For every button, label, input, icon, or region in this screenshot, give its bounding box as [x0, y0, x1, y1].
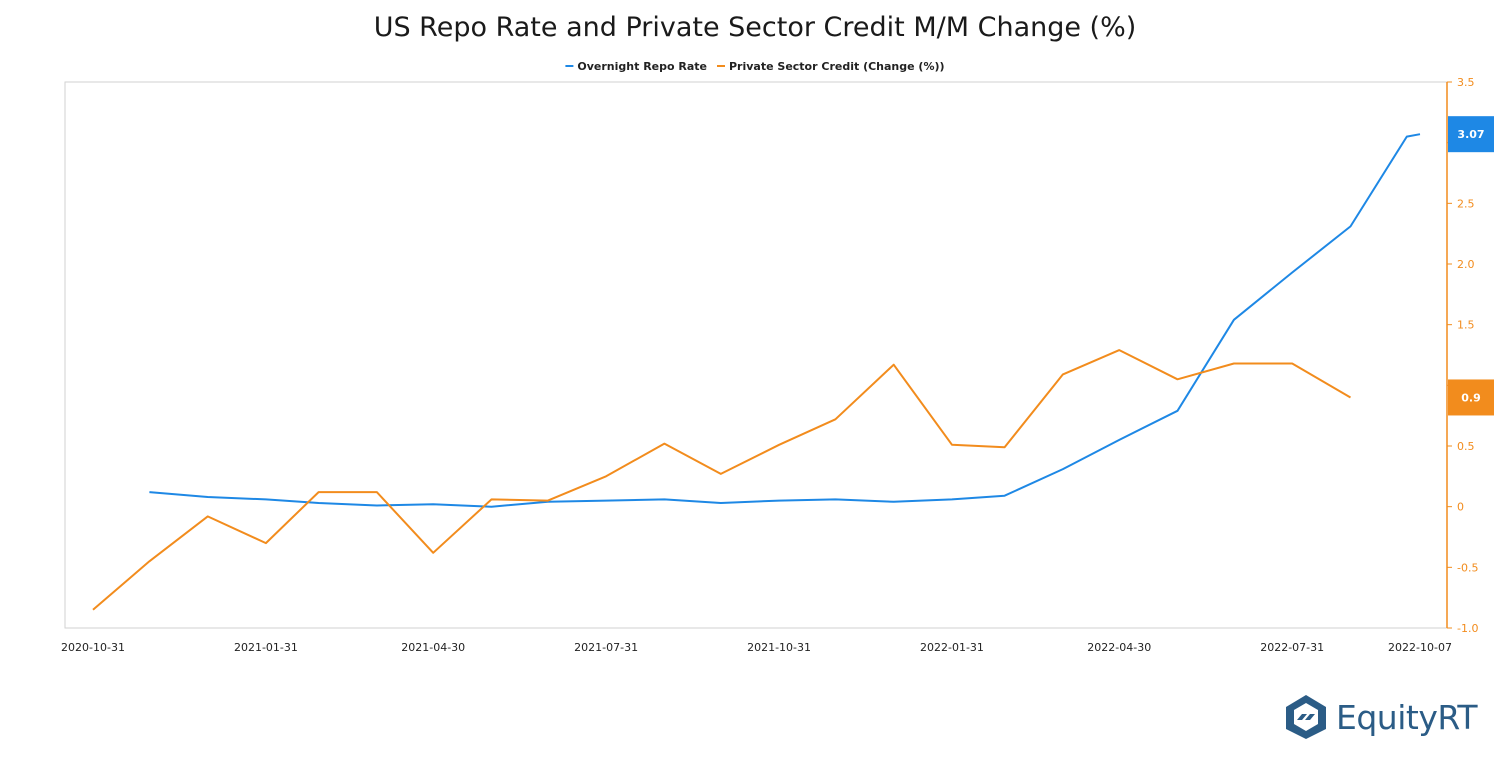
x-tick-label: 2022-10-07	[1388, 641, 1452, 654]
last-value-label: 0.9	[1461, 391, 1481, 404]
chart-title: US Repo Rate and Private Sector Credit M…	[373, 12, 1137, 43]
last-value-badge	[1448, 379, 1494, 416]
x-tick-label: 2021-07-31	[574, 641, 638, 654]
brand-logo: EquityRT	[1282, 693, 1478, 741]
x-tick-label: 2020-10-31	[61, 641, 125, 654]
plot-frame	[64, 81, 1448, 629]
series-layer	[92, 133, 1421, 611]
x-tick-label: 2022-07-31	[1260, 641, 1324, 654]
legend-label: Overnight Repo Rate	[577, 60, 707, 73]
y-tick-label: -1.0	[1457, 622, 1478, 635]
y-tick-label: 1.5	[1457, 319, 1475, 332]
last-value-label: 3.07	[1457, 128, 1484, 141]
legend-item: Overnight Repo Rate	[565, 60, 707, 73]
x-tick-label: 2021-01-31	[234, 641, 298, 654]
brand-name: EquityRT	[1336, 697, 1478, 737]
y-tick-label: 2.0	[1457, 258, 1475, 271]
legend-item: Private Sector Credit (Change (%))	[717, 60, 945, 73]
equityrt-logo-icon	[1286, 695, 1326, 739]
last-value-badge	[1448, 116, 1494, 153]
series-line-2	[92, 349, 1352, 611]
y-tick-label: 0.5	[1457, 440, 1475, 453]
legend-label: Private Sector Credit (Change (%))	[729, 60, 945, 73]
legend: Overnight Repo Rate Private Sector Credit…	[565, 60, 945, 73]
x-axis-ticks: 2020-10-31 2021-01-31 2021-04-30 2021-07-31…	[61, 641, 1452, 654]
y-axis-ticks: -1.0-0.500.51.01.52.02.53.03.5	[1447, 76, 1478, 635]
x-tick-label: 2022-04-30	[1087, 641, 1151, 654]
x-tick-label: 2021-04-30	[401, 641, 465, 654]
y-tick-label: 3.5	[1457, 76, 1475, 89]
y-tick-label: 2.5	[1457, 197, 1475, 210]
last-value-badges: 3.07 0.9	[1448, 116, 1494, 416]
x-tick-label: 2021-10-31	[747, 641, 811, 654]
y-tick-label: 0	[1457, 501, 1464, 514]
x-tick-label: 2022-01-31	[920, 641, 984, 654]
y-tick-label: -0.5	[1457, 561, 1478, 574]
series-line-1	[149, 133, 1421, 508]
